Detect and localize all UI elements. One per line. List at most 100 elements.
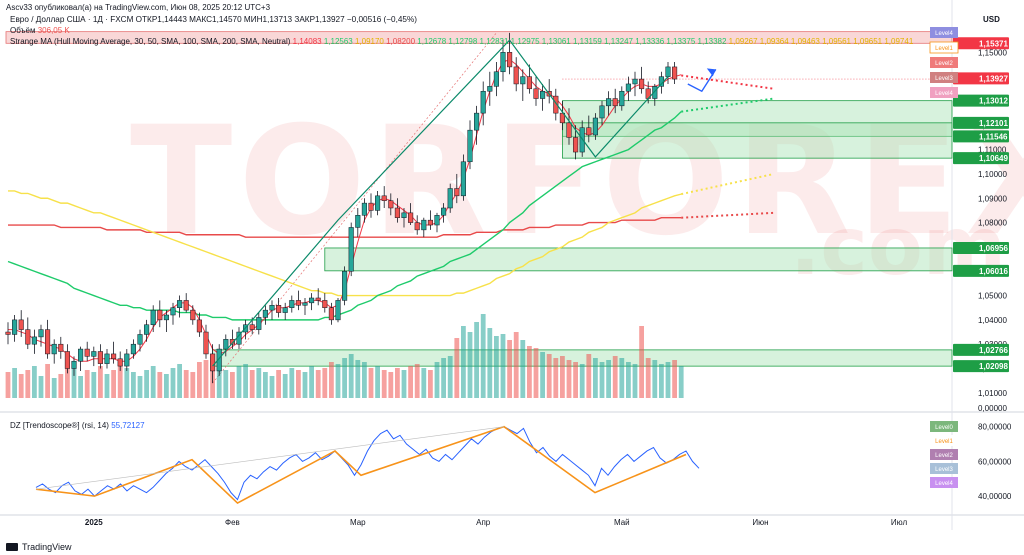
candle-body <box>130 343 136 355</box>
price-tag-label: 1,13927 <box>979 74 1008 83</box>
candle-body <box>262 309 268 318</box>
ma-value: 1,09463 <box>788 37 820 46</box>
candle-body <box>295 300 301 306</box>
volume-label: Объём <box>10 26 36 35</box>
volume-bar <box>487 328 493 398</box>
candle-body <box>170 307 176 316</box>
candle-body <box>566 122 572 138</box>
candle-body <box>460 161 466 197</box>
volume-bar <box>164 374 169 398</box>
volume-bar <box>197 362 202 398</box>
candle-body <box>328 307 334 321</box>
candle-body <box>302 302 308 306</box>
candle-body <box>12 319 18 335</box>
candle-body <box>612 98 618 107</box>
candle-body <box>592 117 598 136</box>
price-tag <box>953 72 1009 85</box>
volume-bar <box>520 340 526 398</box>
volume-bar <box>606 360 611 398</box>
volume-bar <box>546 354 552 398</box>
candle-body <box>104 353 110 364</box>
candle-body <box>157 309 163 321</box>
candle-body <box>526 76 532 90</box>
y-tick-label: 1,15000 <box>978 48 1007 57</box>
level-legend-box <box>930 87 958 98</box>
price-tag <box>953 94 1009 107</box>
volume-bar <box>461 326 466 398</box>
rsi-title: DZ [Trendoscope®] (rsi, 14) <box>10 421 109 430</box>
volume-bar <box>263 372 268 398</box>
candle-body <box>540 90 546 99</box>
volume-bar <box>51 378 57 398</box>
price-tag <box>953 360 1009 373</box>
volume-bar <box>428 370 433 398</box>
volume-bar <box>183 370 189 398</box>
ma-legend: Strange MA (Hull Moving Average, 30, 50,… <box>10 37 913 46</box>
candle-body <box>553 95 559 114</box>
candle-body <box>111 353 117 360</box>
candle-body <box>652 86 658 99</box>
volume-bar <box>329 362 334 398</box>
volume-bar <box>513 332 519 398</box>
volume-bar <box>507 340 512 398</box>
candle-body <box>289 300 295 308</box>
candle-body <box>355 215 361 228</box>
volume-bar <box>454 338 460 398</box>
candle-body <box>487 86 493 92</box>
level-legend-label: Level1 <box>935 46 953 52</box>
volume-bar <box>540 352 545 398</box>
ma-projection <box>680 172 775 196</box>
trend-line <box>212 32 497 384</box>
price-tag-label: 1,02766 <box>979 346 1008 355</box>
ma-value: 1,09741 <box>882 37 914 46</box>
candle-body <box>625 83 631 92</box>
level-legend-box <box>929 41 959 54</box>
candle-body <box>520 76 526 85</box>
volume-bar <box>593 358 598 398</box>
candle-body <box>394 207 400 218</box>
candle-body <box>282 307 288 313</box>
volume-bar <box>678 366 684 398</box>
volume-bar <box>150 366 156 398</box>
candle-body <box>441 207 447 216</box>
volume-bar <box>256 368 262 398</box>
volume-bar <box>236 366 242 398</box>
volume-bar <box>639 326 644 398</box>
ma-value: 1,12563 <box>321 37 353 46</box>
candle-body <box>256 317 262 330</box>
tradingview-footer[interactable]: TradingView <box>6 542 72 552</box>
candle-body <box>500 52 506 73</box>
candle-body <box>51 343 57 355</box>
level-legend-box <box>930 72 958 83</box>
rsi-level-legend-box <box>930 477 958 488</box>
candle-body <box>619 90 625 107</box>
volume-bar <box>111 370 116 398</box>
rsi-y-tick-label: 60,00000 <box>978 457 1012 466</box>
volume-bar <box>599 362 605 398</box>
candle-body <box>322 300 328 308</box>
ma-value: 1,13375 <box>664 37 696 46</box>
candle-body <box>124 353 130 367</box>
candle-body <box>348 227 354 272</box>
ma-value: 1,12678 <box>415 37 447 46</box>
price-tag-label: 1,02098 <box>979 362 1008 371</box>
candle-body <box>71 360 77 369</box>
volume-bar <box>401 370 407 398</box>
volume-bar <box>632 364 638 398</box>
candle-body <box>375 195 381 211</box>
candle-body <box>342 270 348 301</box>
volume-bar <box>71 368 77 398</box>
volume-bar <box>573 362 578 398</box>
volume-bar <box>78 376 83 398</box>
volume-bar <box>309 366 314 398</box>
y-tick-label: 1,05000 <box>978 292 1007 301</box>
candle-body <box>203 331 209 355</box>
candle-body <box>533 88 539 99</box>
candle-body <box>190 309 196 321</box>
level-legend-label: Level4 <box>935 91 953 97</box>
level-legend-label: Level2 <box>935 61 953 67</box>
candle-body <box>573 137 579 153</box>
volume-bar <box>626 362 631 398</box>
